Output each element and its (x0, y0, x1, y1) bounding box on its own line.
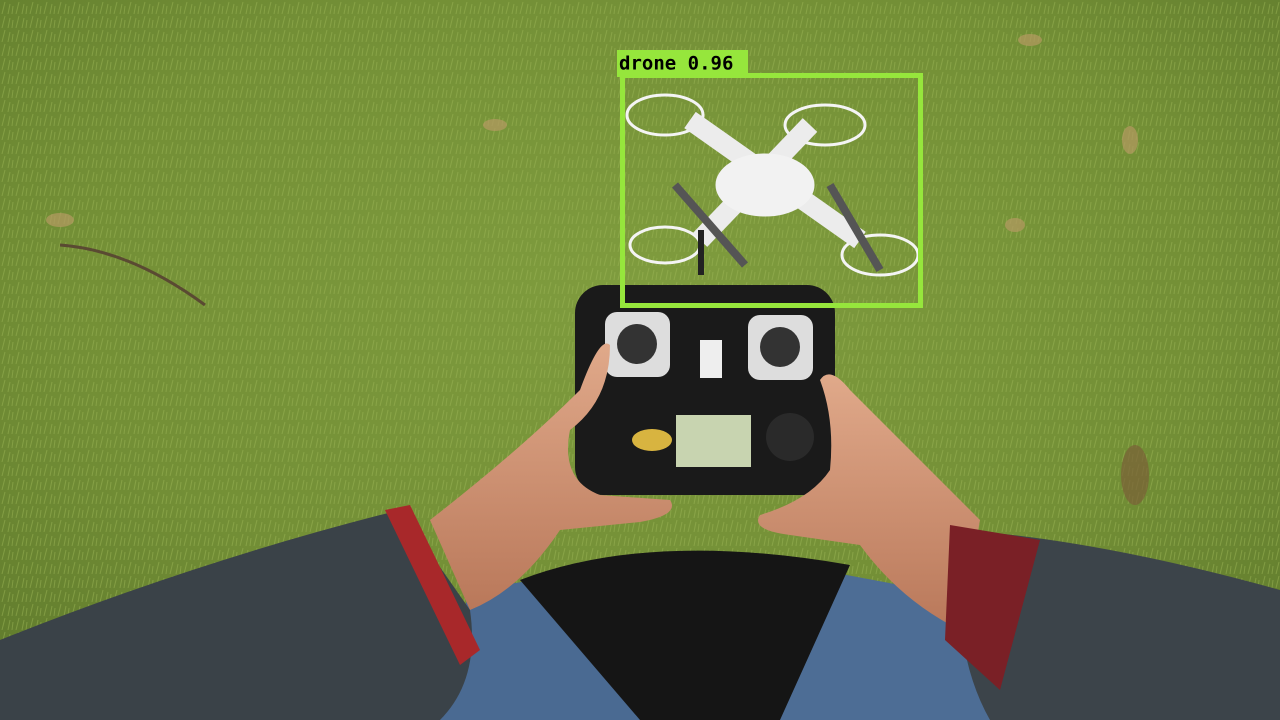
drone (625, 93, 920, 277)
left-sleeve (0, 510, 472, 720)
right-sleeve (958, 530, 1280, 720)
left-hand (430, 343, 672, 610)
leaves (46, 34, 1149, 505)
bag (520, 550, 850, 720)
right-cuff (945, 525, 1040, 690)
bounding-box (620, 73, 923, 308)
twig (59, 243, 206, 307)
left-cuff (385, 505, 480, 665)
label-background (617, 50, 748, 77)
right-hand (758, 374, 980, 630)
detection-label: drone 0.96 (619, 53, 733, 75)
antenna (698, 230, 704, 275)
remote (575, 285, 835, 495)
